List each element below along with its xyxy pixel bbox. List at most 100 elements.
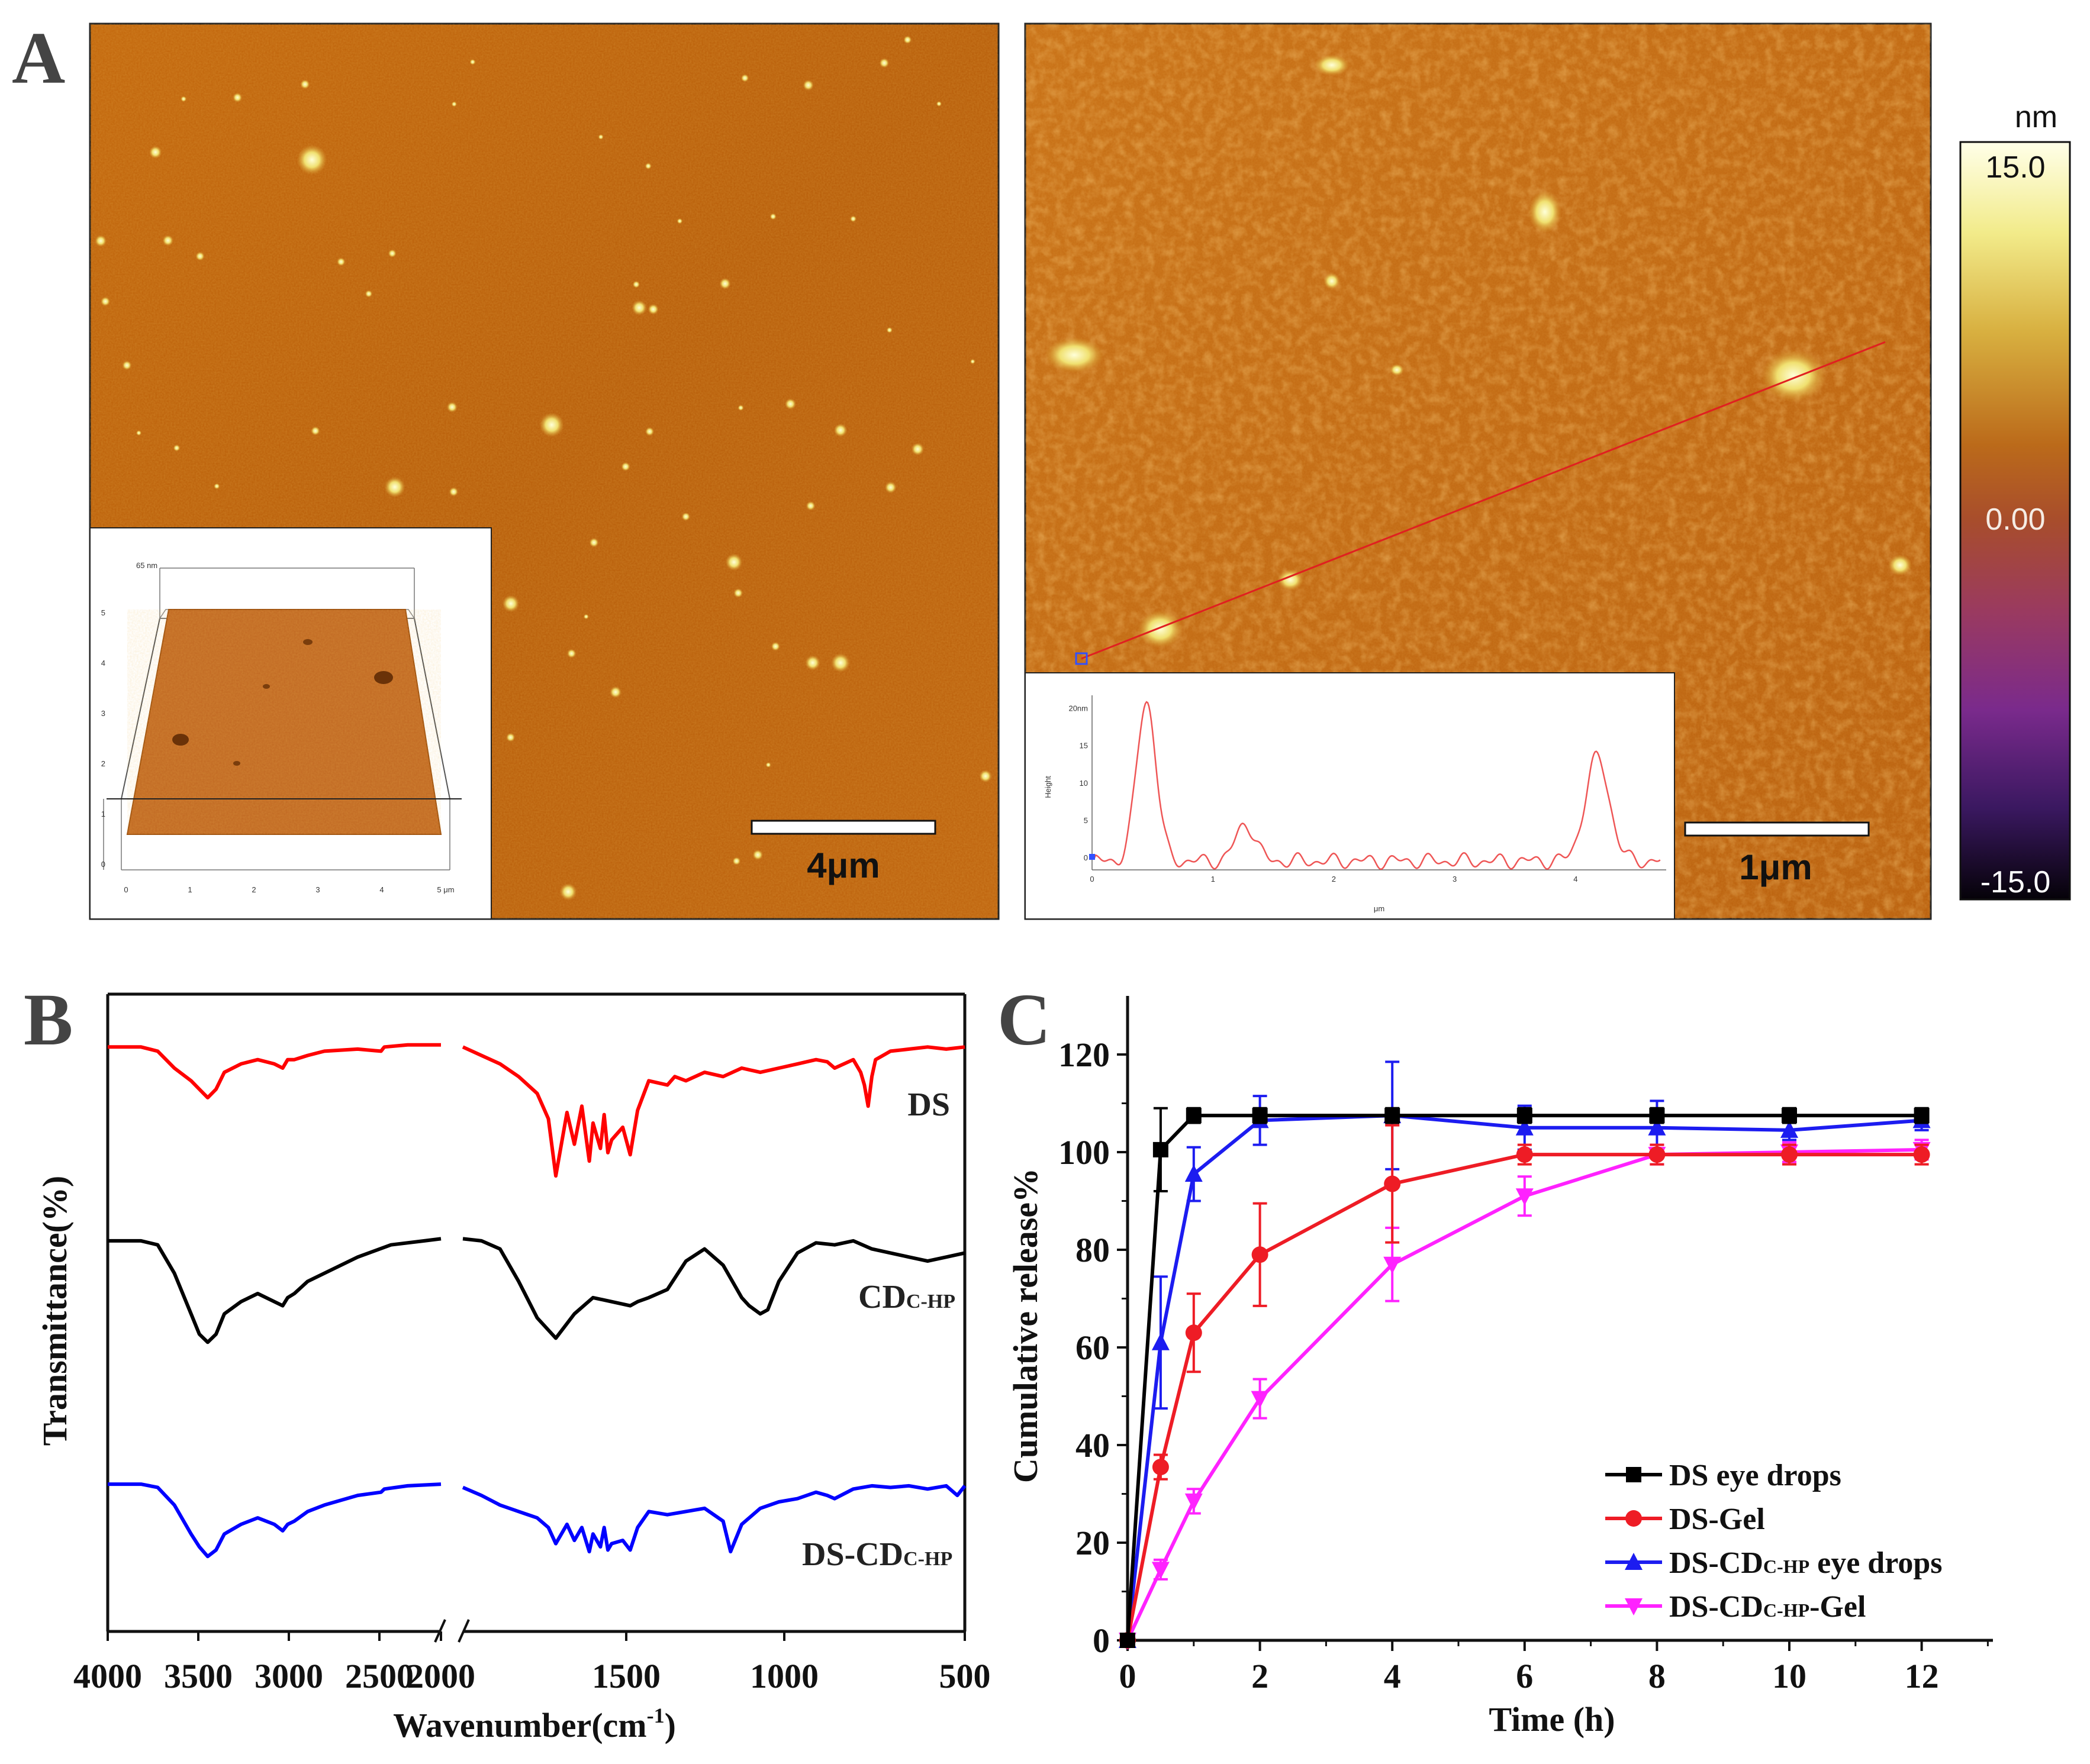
legend-label: DS-Gel	[1669, 1502, 1765, 1536]
ftir-spectrum-ds-cdc-hp	[462, 1484, 967, 1554]
afm-particle	[583, 614, 589, 620]
colorbar-unit: nm	[2015, 100, 2057, 134]
profile-x-tick: 1	[1211, 875, 1215, 883]
panel-c-letter: C	[997, 979, 1051, 1061]
afm-particle	[122, 360, 132, 370]
release-x-tick-label: 2	[1251, 1657, 1268, 1695]
afm-particle	[903, 36, 912, 44]
release-point	[1649, 1108, 1665, 1124]
profile-trace	[1092, 701, 1661, 870]
profile-start-marker	[1075, 652, 1088, 665]
release-x-tick-label: 4	[1384, 1657, 1401, 1695]
afm-particle	[365, 290, 373, 298]
release-series	[1119, 1060, 1931, 1650]
release-point	[1913, 1146, 1930, 1163]
afm-particle	[1761, 349, 1826, 402]
afm-particles-left	[95, 36, 992, 901]
afm-particle	[645, 427, 654, 436]
release-point	[1251, 1246, 1268, 1263]
inset3d-x-tick: 2	[252, 885, 256, 894]
release-point	[1515, 1118, 1534, 1136]
ftir-tick-label: 3000	[255, 1657, 323, 1695]
release-point	[1516, 1108, 1532, 1124]
ftir-y-title: Transmittance(%)	[36, 1176, 74, 1446]
afm-particle	[632, 300, 647, 315]
afm-particle	[936, 101, 942, 107]
afm-particle	[765, 762, 771, 767]
release-point	[1384, 1175, 1401, 1192]
scale-bar-right	[1684, 821, 1870, 837]
profile-x-tick: 0	[1090, 875, 1094, 883]
afm-particle	[384, 476, 405, 498]
release-point	[1383, 1256, 1402, 1274]
legend-label: DS-CDC-HP eye drops	[1669, 1546, 1943, 1580]
afm-particles-right	[1045, 54, 1912, 648]
release-point	[1152, 1459, 1169, 1476]
release-x-title: Time (h)	[1489, 1700, 1615, 1739]
afm-particle	[502, 595, 520, 612]
afm-particle	[831, 653, 850, 672]
ftir-spectra	[108, 1043, 967, 1559]
afm-particle	[559, 883, 577, 901]
afm-particle	[149, 146, 162, 159]
legend-swatch-marker	[1625, 1598, 1643, 1615]
afm-particle	[162, 235, 173, 246]
profile-x-tick: 3	[1453, 875, 1457, 883]
afm-particle	[740, 74, 749, 82]
afm-particle	[911, 443, 925, 456]
ftir-tick-label: 1000	[750, 1657, 819, 1695]
release-point	[1184, 1493, 1203, 1511]
ftir-x-title: Wavenumber(cm-1)	[393, 1704, 676, 1744]
afm-particle	[681, 512, 691, 521]
inset3d-z-label: 65 nm	[136, 561, 157, 570]
ftir-label-dscd: DS-CDC-HP	[802, 1536, 952, 1573]
inset3d-z-tick: 5	[101, 608, 105, 617]
afm-particle	[446, 402, 458, 412]
release-x-tick-label: 0	[1119, 1657, 1136, 1695]
afm-particle	[677, 218, 683, 224]
afm-particle	[732, 857, 741, 865]
profile-y-tick: 15	[1080, 741, 1088, 750]
release-point	[1186, 1108, 1202, 1124]
afm-particle	[886, 327, 893, 333]
profile-line	[1081, 341, 1886, 660]
profile-x-tick: 2	[1332, 875, 1336, 883]
ftir-tick-label: 2500	[345, 1657, 414, 1695]
colorbar-min: -15.0	[1980, 865, 2051, 899]
afm-particle	[136, 430, 141, 436]
height-colorbar: nm 15.0 0.00 -15.0	[1959, 100, 2071, 901]
afm-particle	[970, 359, 975, 365]
inset3d-z-ticks: 0 1 2 3 4 5	[101, 608, 105, 869]
release-x-tick-label: 8	[1648, 1657, 1666, 1695]
profile-y-tick: 10	[1080, 779, 1088, 788]
ftir-tick-label: 2000	[407, 1657, 475, 1695]
release-point	[1151, 1333, 1170, 1350]
legend-label: DS-CDC-HP-Gel	[1669, 1590, 1866, 1624]
afm-particle	[645, 163, 652, 170]
scale-label-right: 1μm	[1739, 847, 1812, 887]
inset3d-z-tick: 2	[101, 759, 105, 768]
release-point	[1185, 1324, 1202, 1341]
profile-origin-marker	[1089, 854, 1095, 860]
ftir-spectrum-ds	[462, 1045, 965, 1178]
afm-particle	[181, 96, 187, 102]
afm-particle	[979, 770, 992, 783]
release-point	[1648, 1146, 1666, 1163]
afm-particle	[785, 398, 796, 409]
afm-particle	[1314, 54, 1350, 76]
afm-particle	[738, 405, 744, 411]
release-y-tick-label: 0	[1093, 1621, 1110, 1660]
afm-particle	[769, 213, 777, 220]
afm-particle	[173, 444, 181, 452]
afm-particle	[566, 649, 577, 659]
profile-x-ticks: 0 1 2 3 4	[1090, 875, 1577, 883]
afm-particle	[233, 92, 243, 102]
release-y-tick-label: 100	[1058, 1133, 1110, 1172]
ftir-tick-label: 4000	[73, 1657, 142, 1695]
afm-particle	[195, 251, 205, 261]
release-y-tick-label: 20	[1075, 1524, 1110, 1562]
release-x-tick-label: 12	[1905, 1657, 1939, 1695]
